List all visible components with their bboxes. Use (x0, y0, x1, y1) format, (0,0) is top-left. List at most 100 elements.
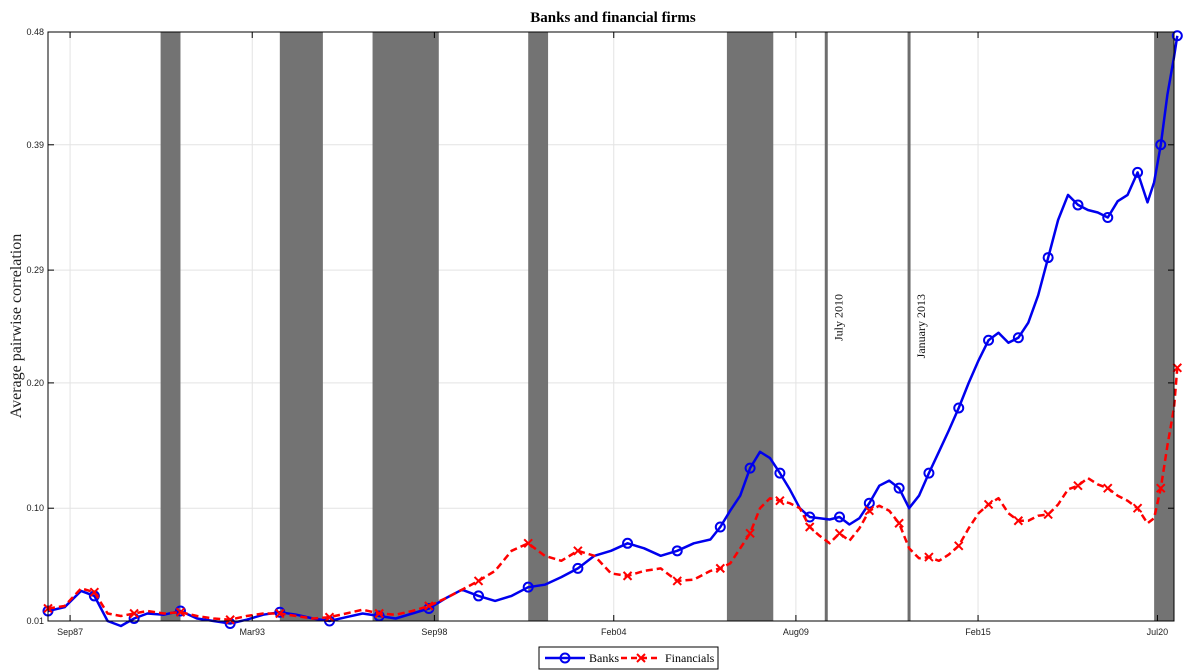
data-point-stroke (275, 608, 285, 619)
data-point-stroke (523, 538, 533, 549)
y-tick-label: 0.20 (26, 378, 44, 388)
data-point-stroke (424, 601, 434, 611)
data-point-stroke (1172, 363, 1183, 373)
data-point-stroke (1103, 483, 1113, 493)
legend-banks-marker (559, 652, 571, 664)
x-tick-label: Feb04 (601, 627, 627, 637)
data-point (1042, 252, 1054, 264)
shaded-period (726, 32, 774, 621)
grid (48, 31, 1174, 622)
data-point-stroke (1073, 480, 1083, 491)
data-point (714, 521, 726, 533)
data-point (863, 497, 875, 509)
data-point (834, 511, 846, 523)
data-point-stroke (983, 499, 994, 510)
y-tick-label: 0.48 (26, 27, 44, 37)
data-point (1132, 503, 1143, 513)
x-tick-label: Aug09 (783, 627, 809, 637)
shaded-period (528, 32, 549, 621)
data-point (671, 545, 683, 557)
data-point (523, 538, 533, 549)
vertical-reference-lines: July 2010 January 2013 (824, 32, 928, 621)
x-tick-label: Sep98 (421, 627, 447, 637)
shaded-period (1154, 32, 1174, 621)
y-tick-label: 0.39 (26, 140, 44, 150)
data-point (174, 605, 186, 617)
data-point-stroke (1043, 509, 1053, 520)
y-tick-label: 0.01 (26, 616, 44, 626)
data-point (804, 522, 815, 532)
data-point (473, 576, 484, 586)
data-point-stroke (804, 522, 815, 532)
data-point (1043, 509, 1053, 520)
data-point (275, 608, 285, 619)
legend-financials-marker (636, 653, 646, 663)
data-point-stroke (924, 552, 934, 562)
data-point-stroke (1013, 516, 1024, 526)
shaded-period (372, 32, 439, 621)
data-point (1072, 199, 1084, 211)
data-point (894, 518, 904, 528)
y-axis-label: Average pairwise correlation (8, 234, 25, 419)
legend-box (538, 646, 719, 670)
data-point-stroke (775, 495, 785, 506)
data-point (923, 467, 935, 479)
data-point (715, 563, 725, 574)
data-point (175, 607, 186, 617)
legend-banks-label: Banks (589, 651, 619, 665)
data-point (953, 402, 965, 414)
chart-title: Banks and financial firms (530, 10, 696, 26)
data-point (1013, 516, 1024, 526)
data-point (622, 571, 633, 581)
data-point (622, 537, 634, 549)
data-point (274, 606, 286, 618)
data-point (774, 467, 786, 479)
legend: Banks Financials (538, 646, 719, 670)
shaded-period (279, 32, 323, 621)
data-point (373, 610, 385, 622)
data-point (522, 581, 534, 593)
data-point-stroke (129, 608, 139, 619)
data-point-stroke (864, 506, 875, 516)
data-point (1155, 139, 1167, 151)
vertical-line-label: July 2010 (831, 294, 845, 341)
y-tick-label: 0.29 (26, 265, 44, 275)
data-point (983, 334, 995, 346)
data-point (954, 541, 964, 551)
data-point (129, 608, 139, 619)
data-point-stroke (834, 528, 845, 538)
data-point (864, 506, 875, 516)
data-point (775, 495, 785, 506)
data-point-stroke (894, 518, 904, 528)
axis-ticks: Sep87 Mar93 Sep98 Feb04 Aug09 Feb15 Jul20 0.01 0… (26, 27, 1174, 637)
data-point-stroke (715, 563, 725, 574)
data-point-stroke (573, 546, 583, 556)
data-point (1132, 166, 1144, 178)
data-point (1102, 211, 1114, 223)
data-point (424, 601, 434, 611)
data-point (1172, 363, 1183, 373)
data-point (1156, 483, 1166, 493)
data-point (744, 462, 756, 474)
y-tick-label: 0.10 (26, 503, 44, 513)
data-point (572, 562, 584, 574)
data-point-stroke (374, 608, 384, 619)
data-point (672, 576, 682, 586)
shaded-period (160, 32, 181, 621)
data-point (834, 528, 845, 538)
x-tick-label: Feb15 (965, 627, 991, 637)
data-point (324, 612, 335, 622)
data-point-stroke (954, 541, 964, 551)
data-point (924, 552, 934, 562)
data-point-stroke (672, 576, 682, 586)
data-point-stroke (1156, 483, 1166, 493)
data-series (42, 30, 1183, 630)
data-point (893, 482, 905, 494)
legend-financials-label: Financials (665, 651, 715, 665)
data-point-stroke (1132, 503, 1143, 513)
data-point-stroke (89, 587, 100, 597)
data-point (225, 615, 235, 625)
x-tick-label: Jul20 (1147, 627, 1169, 637)
data-point (1073, 480, 1083, 491)
data-point-stroke (324, 612, 335, 622)
